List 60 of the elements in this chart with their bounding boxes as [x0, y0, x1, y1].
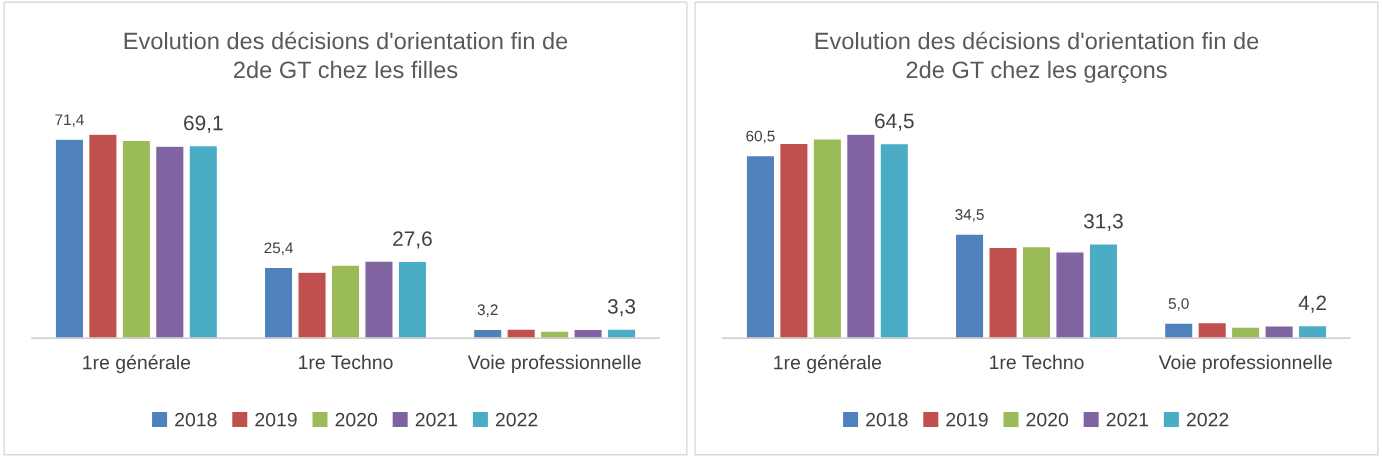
- data-label: 64,5: [875, 113, 914, 131]
- bar: [54, 138, 85, 339]
- x-tick-label: 1re Techno: [299, 354, 393, 370]
- bar: [506, 328, 537, 339]
- bar: [1264, 325, 1295, 339]
- bar: [472, 328, 503, 339]
- data-label: 5,0: [1168, 298, 1189, 311]
- data-label: 60,5: [746, 130, 775, 144]
- legend-label: 2020: [335, 412, 378, 427]
- bar: [812, 137, 843, 339]
- chart-title: Evolution des décisions d'orientation fin de 2de GT chez les garçons: [815, 31, 1259, 83]
- bar: [154, 145, 185, 339]
- data-label: 69,1: [184, 115, 223, 133]
- chart-title: Evolution des décisions d'orientation fin de 2de GT chez les filles: [124, 31, 568, 79]
- legend-label: 2021: [1106, 412, 1149, 427]
- bar: [397, 260, 428, 339]
- x-tick-label: Voie professionnelle: [1158, 354, 1332, 373]
- bar: [1230, 326, 1261, 339]
- legend-label: 2018: [175, 412, 217, 427]
- bar: [606, 328, 637, 339]
- bar: [263, 266, 294, 339]
- bar: [988, 246, 1018, 339]
- bar: [778, 142, 809, 339]
- legend-label: 2019: [946, 412, 988, 427]
- bar: [879, 142, 910, 339]
- bar: [1297, 324, 1328, 339]
- x-tick-label: Voie professionnelle: [467, 354, 641, 373]
- legend-label: 2018: [866, 412, 908, 427]
- data-label: 25,4: [264, 242, 293, 256]
- x-tick-label: 1re générale: [83, 354, 191, 374]
- bar: [845, 133, 876, 339]
- legend-label: 2022: [495, 412, 538, 427]
- bar: [1055, 251, 1085, 339]
- x-tick-label: 1re générale: [774, 354, 882, 374]
- data-label: 34,5: [955, 209, 984, 222]
- bar: [87, 133, 118, 339]
- data-label: 3,2: [477, 304, 498, 317]
- bar: [1088, 243, 1119, 339]
- bar: [539, 330, 570, 339]
- data-label: 71,4: [55, 114, 84, 127]
- bar: [1163, 322, 1194, 339]
- data-label: 3,3: [607, 299, 636, 317]
- bar: [1021, 245, 1052, 339]
- data-label: 4,2: [1298, 295, 1326, 313]
- legend-label: 2020: [1026, 412, 1069, 427]
- bar: [1197, 321, 1228, 339]
- bar: [297, 271, 327, 339]
- data-label: 27,6: [393, 231, 432, 249]
- data-label: 31,3: [1083, 213, 1123, 231]
- bar: [954, 233, 985, 339]
- bar: [330, 264, 361, 339]
- bar: [188, 144, 219, 339]
- legend-label: 2021: [415, 412, 458, 427]
- bar: [364, 260, 394, 339]
- x-tick-label: 1re Techno: [990, 354, 1084, 370]
- bar: [573, 328, 604, 339]
- bar: [745, 154, 776, 339]
- legend-label: 2019: [255, 412, 297, 427]
- bar: [121, 139, 152, 339]
- legend-label: 2022: [1186, 412, 1229, 427]
